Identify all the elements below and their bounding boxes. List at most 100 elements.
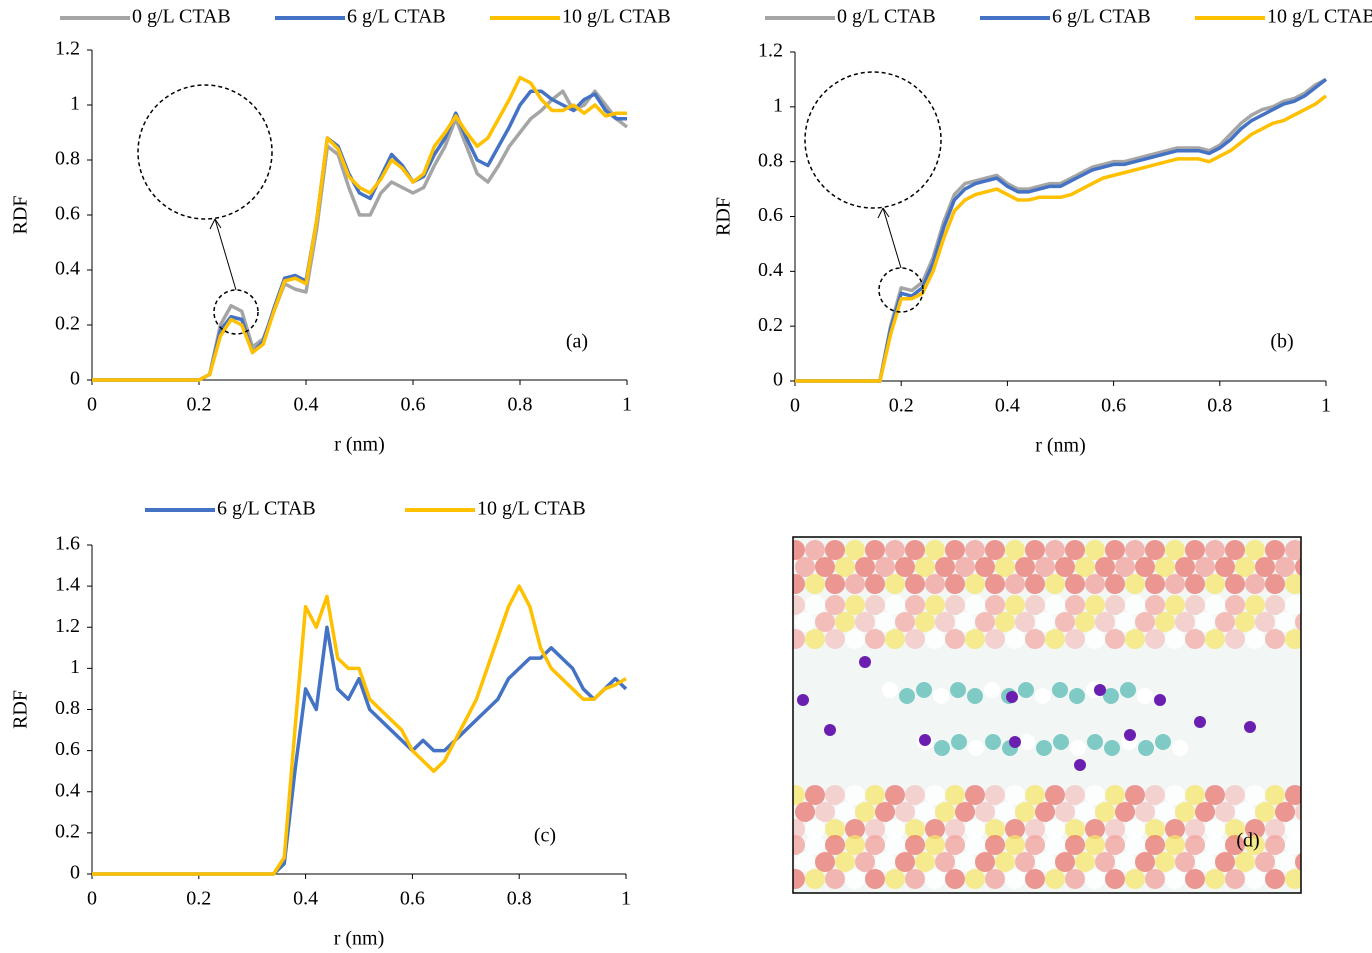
atom bbox=[895, 852, 915, 872]
atom bbox=[1115, 557, 1135, 577]
y-tick-label: 0.4 bbox=[55, 258, 80, 280]
atom bbox=[905, 869, 925, 889]
atom bbox=[865, 574, 885, 594]
atom bbox=[1185, 540, 1205, 560]
series-line bbox=[795, 78, 1328, 383]
atom bbox=[875, 852, 895, 872]
atom bbox=[815, 612, 835, 632]
atom bbox=[805, 785, 825, 805]
atom bbox=[793, 629, 805, 649]
atom bbox=[985, 835, 1005, 855]
y-tick-label: 0.2 bbox=[758, 314, 783, 336]
x-tick-label: 0.8 bbox=[507, 888, 532, 910]
atom bbox=[915, 612, 935, 632]
series-line bbox=[92, 89, 629, 382]
atom bbox=[793, 595, 805, 615]
chain-atom bbox=[1138, 740, 1154, 756]
atom bbox=[1225, 835, 1245, 855]
atom bbox=[965, 819, 985, 839]
atom bbox=[1045, 629, 1065, 649]
atom bbox=[793, 540, 805, 560]
y-tick-label: 0.4 bbox=[55, 779, 80, 801]
atom bbox=[905, 540, 925, 560]
legend-label: 0 g/L CTAB bbox=[132, 6, 231, 28]
atom bbox=[1065, 785, 1085, 805]
atom bbox=[1165, 835, 1185, 855]
atom bbox=[965, 574, 985, 594]
atom bbox=[885, 835, 905, 855]
atom bbox=[1205, 629, 1225, 649]
zoom-arrow bbox=[214, 218, 237, 291]
atom bbox=[1035, 802, 1055, 822]
zoom-region bbox=[878, 267, 924, 313]
chain-atom bbox=[985, 734, 1001, 750]
legend-label: 6 g/L CTAB bbox=[347, 6, 446, 28]
ion bbox=[1124, 729, 1136, 741]
atom bbox=[905, 835, 925, 855]
chain-atom bbox=[950, 682, 966, 698]
atom bbox=[1245, 785, 1265, 805]
atom bbox=[1245, 819, 1265, 839]
atom bbox=[925, 574, 945, 594]
atom bbox=[885, 819, 905, 839]
atom bbox=[885, 540, 905, 560]
atom bbox=[875, 802, 895, 822]
atom bbox=[1205, 785, 1225, 805]
atom bbox=[1085, 819, 1105, 839]
atom bbox=[1015, 852, 1035, 872]
atom bbox=[1085, 574, 1105, 594]
x-axis-title: r (nm) bbox=[1035, 435, 1086, 457]
atom bbox=[1145, 819, 1165, 839]
atom bbox=[1055, 557, 1075, 577]
series-line bbox=[795, 94, 1328, 383]
atom bbox=[825, 785, 845, 805]
chain-atom bbox=[1069, 688, 1085, 704]
atom bbox=[925, 869, 945, 889]
atom bbox=[1285, 819, 1301, 839]
atom bbox=[1105, 869, 1125, 889]
atom bbox=[1145, 574, 1165, 594]
series-line bbox=[92, 75, 627, 382]
atom bbox=[935, 852, 955, 872]
atom bbox=[1165, 819, 1185, 839]
chain-atom bbox=[1104, 740, 1120, 756]
atom bbox=[1065, 629, 1085, 649]
atom bbox=[1065, 869, 1085, 889]
chain-atom bbox=[1172, 740, 1188, 756]
atom bbox=[1185, 835, 1205, 855]
atom bbox=[865, 869, 885, 889]
atom bbox=[1045, 869, 1065, 889]
atom bbox=[1005, 629, 1025, 649]
atom bbox=[1135, 802, 1155, 822]
atom bbox=[1015, 802, 1035, 822]
zoom-inset bbox=[137, 84, 273, 220]
x-tick-label: 0.8 bbox=[1207, 395, 1232, 417]
atom bbox=[845, 540, 865, 560]
atom bbox=[805, 595, 825, 615]
ion bbox=[824, 724, 836, 736]
atom bbox=[1145, 869, 1165, 889]
y-tick-label: 0.8 bbox=[55, 697, 80, 719]
atom bbox=[1105, 574, 1125, 594]
atom bbox=[1045, 595, 1065, 615]
atom bbox=[945, 595, 965, 615]
zoom-inset bbox=[804, 71, 942, 209]
atom bbox=[793, 869, 805, 889]
atom bbox=[1245, 869, 1265, 889]
atom bbox=[1085, 595, 1105, 615]
atom bbox=[855, 612, 875, 632]
ion bbox=[1244, 721, 1256, 733]
atom bbox=[975, 802, 995, 822]
atom bbox=[1225, 595, 1245, 615]
legend-label: 6 g/L CTAB bbox=[1052, 6, 1151, 28]
series-line bbox=[92, 89, 627, 382]
chain-atom bbox=[933, 688, 949, 704]
atom bbox=[1035, 612, 1055, 632]
atom bbox=[995, 852, 1015, 872]
atom bbox=[1285, 540, 1301, 560]
atom bbox=[1225, 869, 1245, 889]
atom bbox=[1025, 595, 1045, 615]
atom bbox=[885, 629, 905, 649]
atom bbox=[835, 557, 855, 577]
atom bbox=[915, 802, 935, 822]
